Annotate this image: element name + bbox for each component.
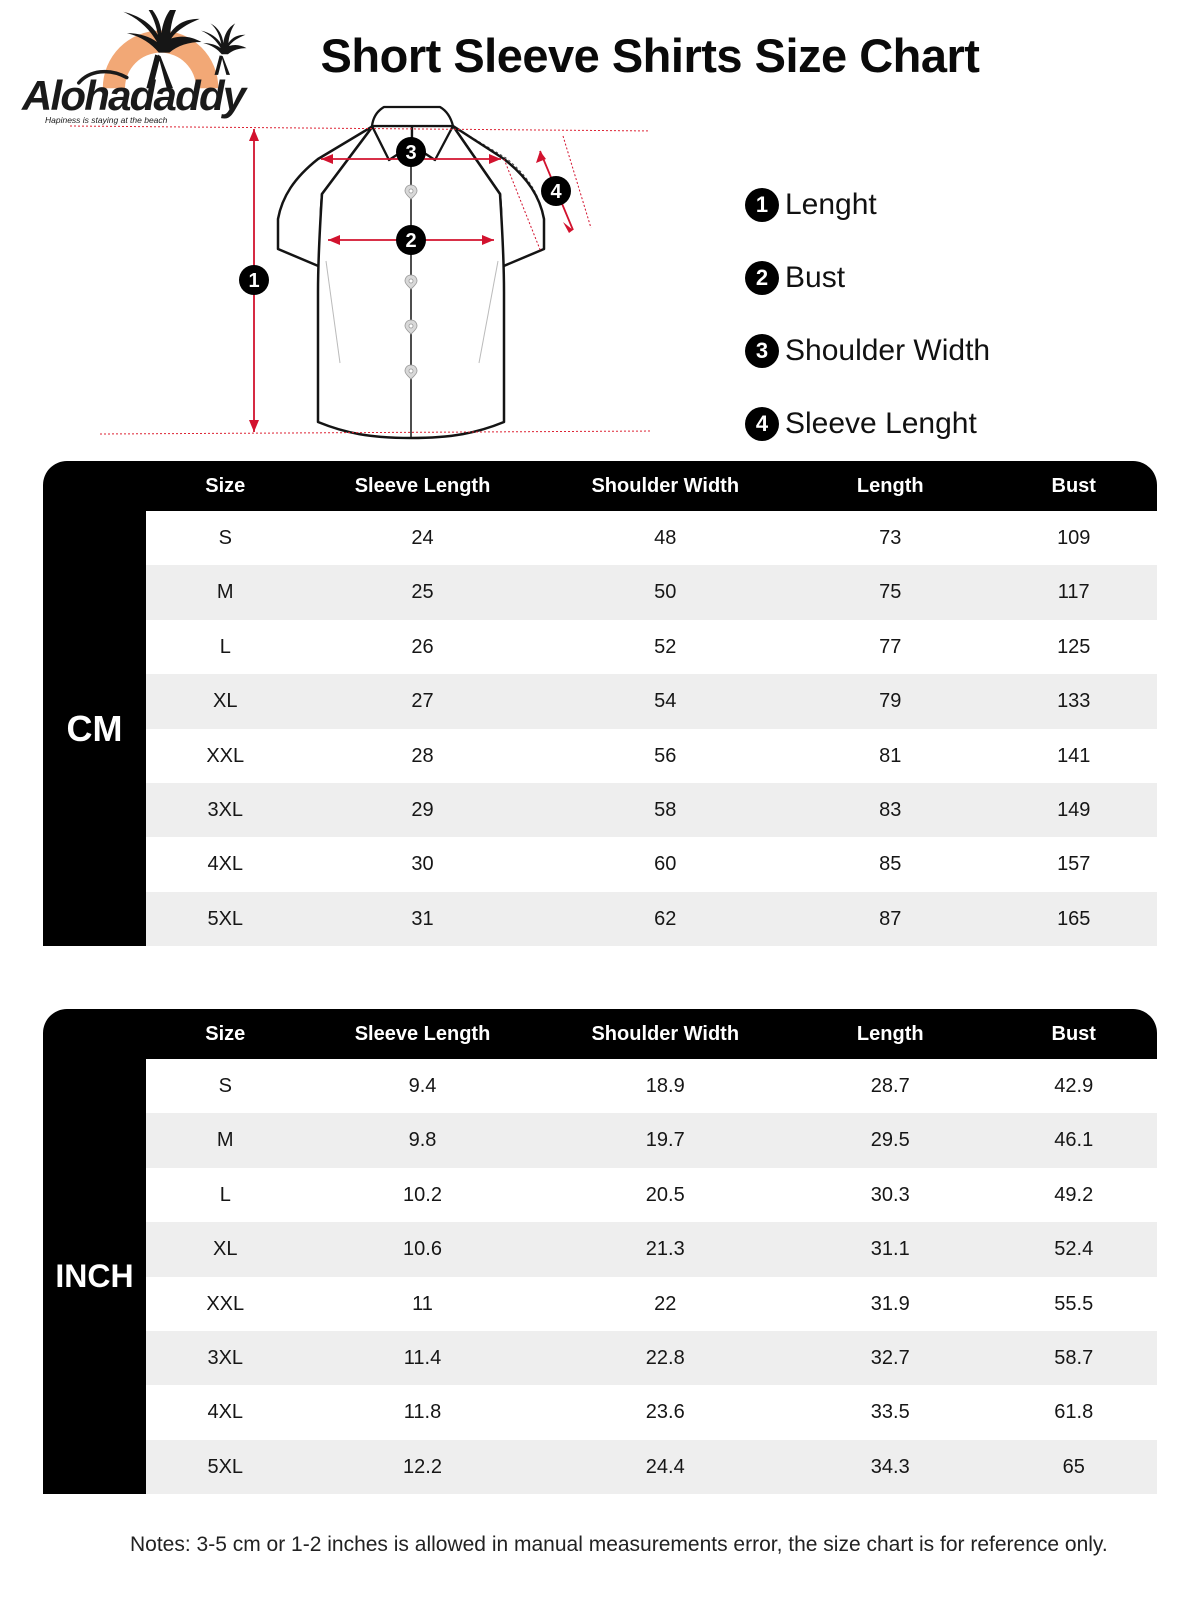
svg-text:2: 2 bbox=[405, 230, 416, 252]
svg-text:4: 4 bbox=[550, 181, 562, 203]
svg-text:1: 1 bbox=[248, 270, 259, 292]
svg-text:3: 3 bbox=[405, 142, 416, 164]
